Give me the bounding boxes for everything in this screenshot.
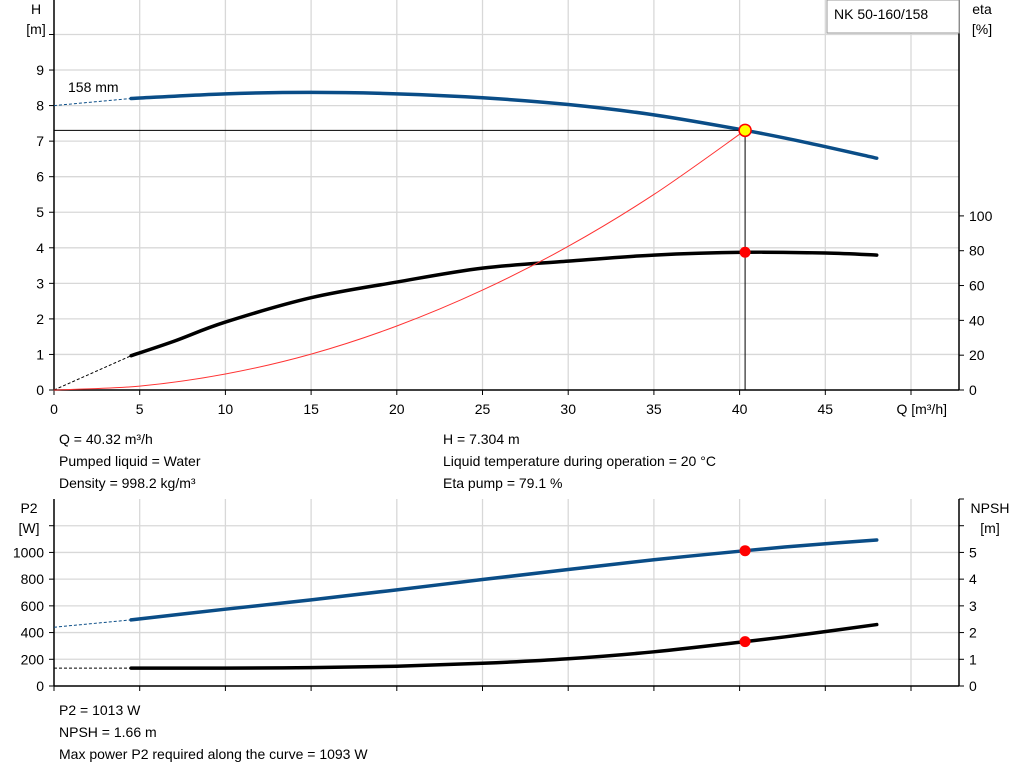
y2-tick-label: 4 — [969, 571, 977, 587]
curve-P2-extrapolated — [53, 619, 132, 628]
curve-eta-extrapolated — [53, 355, 132, 391]
y-tick-label: 9 — [36, 62, 44, 78]
y-axis-label: P2 — [20, 500, 37, 516]
flow-value: Q = 40.32 m³/h — [59, 431, 153, 447]
curve-system — [53, 129, 746, 391]
info-bottom: P2 = 1013 W NPSH = 1.66 m Max power P2 r… — [59, 699, 368, 765]
y-tick-label: 0 — [36, 678, 44, 694]
curve-P2 — [129, 538, 879, 622]
x-axis-label: Q [m³/h] — [896, 401, 947, 417]
duty-point — [738, 123, 752, 138]
y-axis-label: H — [31, 1, 41, 17]
y-tick-label: 3 — [36, 275, 44, 291]
curve-eta — [129, 250, 879, 358]
y2-tick-label: 3 — [969, 598, 977, 614]
y2-axis-label: eta — [972, 1, 992, 17]
liquid-temperature: Liquid temperature during operation = 20… — [443, 453, 716, 469]
y-tick-label: 800 — [21, 571, 45, 587]
x-tick-label: 25 — [475, 401, 491, 417]
y-tick-label: 0 — [36, 382, 44, 398]
p2-value: P2 = 1013 W — [59, 702, 141, 718]
x-tick-label: 10 — [218, 401, 234, 417]
eta-value: Eta pump = 79.1 % — [443, 475, 563, 491]
x-tick-label: 45 — [818, 401, 834, 417]
y-tick-label: 4 — [36, 240, 44, 256]
y-tick-label: 1000 — [13, 544, 44, 560]
y2-tick-label: 0 — [969, 678, 977, 694]
curve-H — [129, 90, 879, 160]
y-axis-label: [m] — [26, 21, 45, 37]
y-tick-label: 2 — [36, 311, 44, 327]
max-power: Max power P2 required along the curve = … — [59, 746, 368, 762]
y-tick-label: 400 — [21, 625, 45, 641]
info-left: Q = 40.32 m³/h Pumped liquid = Water Den… — [59, 428, 201, 494]
y2-tick-label: 0 — [969, 382, 977, 398]
x-tick-label: 15 — [303, 401, 319, 417]
npsh-operating-point — [739, 636, 751, 648]
y2-tick-label: 80 — [969, 243, 985, 259]
y-tick-label: 8 — [36, 98, 44, 114]
y2-tick-label: 40 — [969, 312, 985, 328]
y2-tick-label: 5 — [969, 544, 977, 560]
y-tick-label: 1 — [36, 346, 44, 362]
y2-tick-label: 20 — [969, 347, 985, 363]
x-tick-label: 5 — [136, 401, 144, 417]
info-right: H = 7.304 m Liquid temperature during op… — [443, 428, 716, 494]
head-value: H = 7.304 m — [443, 431, 520, 447]
y2-axis-label: [%] — [972, 21, 992, 37]
y2-axis-label: NPSH — [971, 500, 1010, 516]
density-value: Density = 998.2 kg/m³ — [59, 475, 196, 491]
y-tick-label: 6 — [36, 169, 44, 185]
y2-axis-label: [m] — [980, 520, 999, 536]
x-tick-label: 40 — [732, 401, 748, 417]
x-tick-label: 0 — [50, 401, 58, 417]
y-tick-label: 7 — [36, 133, 44, 149]
x-tick-label: 35 — [646, 401, 662, 417]
y2-tick-label: 1 — [969, 651, 977, 667]
x-tick-label: 20 — [389, 401, 405, 417]
curve-NPSH — [129, 622, 879, 670]
eta-operating-point — [739, 246, 751, 258]
pumped-liquid: Pumped liquid = Water — [59, 453, 201, 469]
y2-tick-label: 2 — [969, 625, 977, 641]
title-box — [826, 0, 960, 34]
x-tick-label: 30 — [560, 401, 576, 417]
y-axis-label: [W] — [19, 520, 40, 536]
curve-H-extrapolated — [53, 97, 132, 107]
y2-tick-label: 100 — [969, 208, 993, 224]
y-tick-label: 200 — [21, 651, 45, 667]
y-tick-label: 5 — [36, 204, 44, 220]
npsh-value: NPSH = 1.66 m — [59, 724, 157, 740]
impeller-diameter-label: 158 mm — [68, 79, 119, 95]
y2-tick-label: 60 — [969, 278, 985, 294]
chart-title: NK 50-160/158 — [834, 6, 928, 22]
p2-operating-point — [739, 545, 751, 557]
y-tick-label: 600 — [21, 598, 45, 614]
